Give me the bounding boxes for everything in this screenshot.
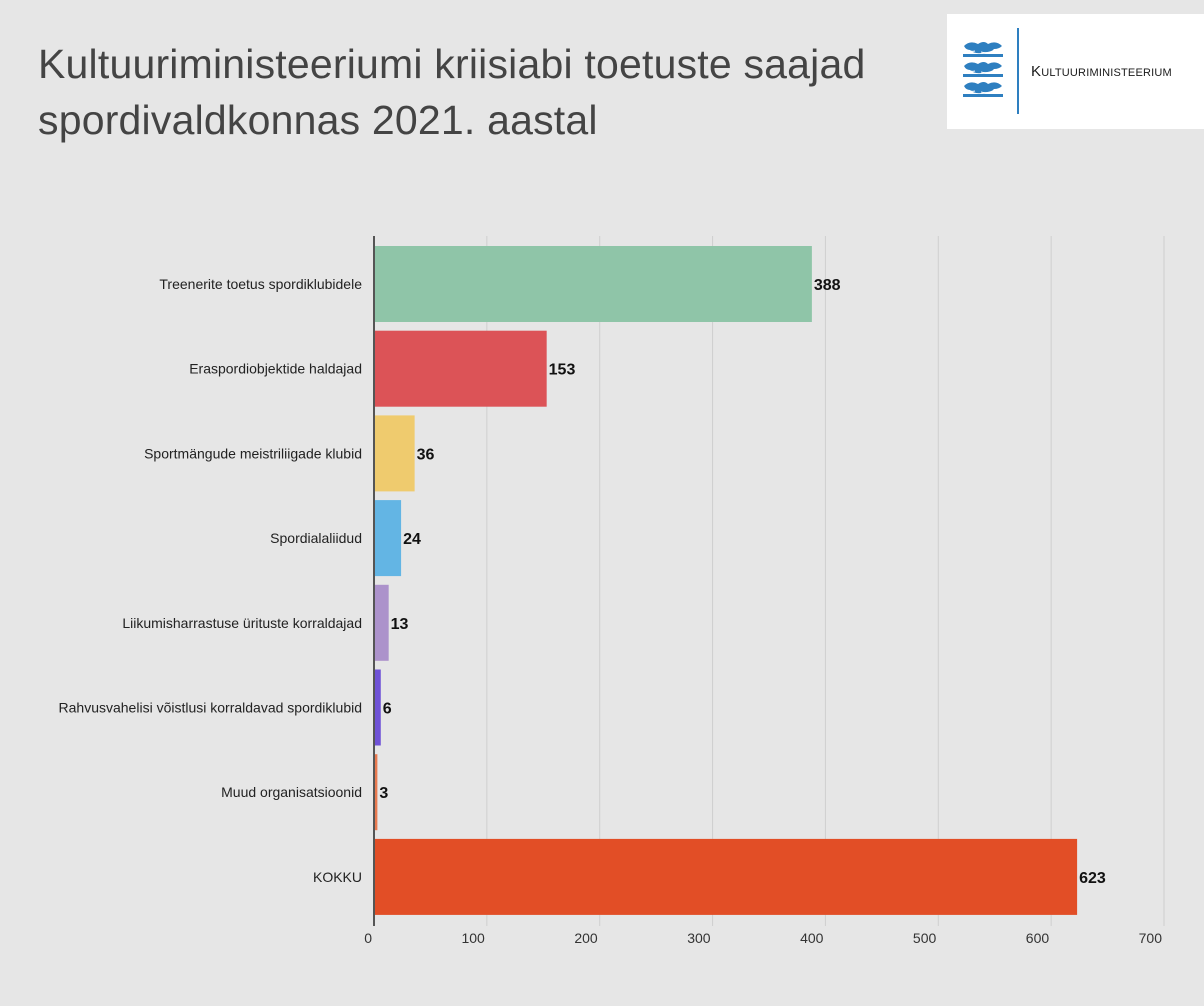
bar	[374, 838, 1078, 915]
value-label: 24	[403, 531, 421, 548]
bar	[374, 754, 378, 831]
labels: Treenerite toetus spordiklubidele 388 Eras…	[59, 276, 1106, 887]
bar	[374, 669, 381, 746]
x-tick-label: 700	[1139, 930, 1163, 946]
bars	[374, 246, 1078, 915]
x-tick-label: 300	[687, 930, 711, 946]
value-label: 36	[417, 446, 435, 463]
category-label: Eraspordiobjektide haldajad	[189, 361, 362, 377]
value-label: 153	[549, 362, 576, 379]
category-label: Liikumisharrastuse ürituste korraldajad	[122, 615, 362, 631]
bar	[374, 500, 402, 577]
x-tick-label: 200	[574, 930, 598, 946]
logo-text: Kultuuriministeerium	[1031, 63, 1172, 80]
value-label: 6	[383, 701, 392, 718]
value-label: 13	[391, 616, 409, 633]
x-tick-label: 500	[913, 930, 937, 946]
value-label: 388	[814, 277, 841, 294]
category-label: Treenerite toetus spordiklubidele	[159, 276, 362, 292]
value-label: 3	[379, 785, 388, 802]
bar	[374, 246, 812, 322]
ministry-logo: Kultuuriministeerium	[947, 14, 1204, 129]
bar	[374, 415, 415, 492]
category-label: Rahvusvahelisi võistlusi korraldavad spo…	[59, 700, 362, 716]
chart-title: Kultuuriministeeriumi kriisiabi toetuste…	[38, 41, 866, 143]
category-label: Spordialaliidud	[270, 530, 362, 546]
bar	[374, 584, 389, 661]
category-label: Muud organisatsioonid	[221, 784, 362, 800]
x-axis-ticks: 0 100 200 300 400 500 600 700	[364, 930, 1162, 946]
logo-divider	[1017, 28, 1019, 114]
x-tick-label: 100	[461, 930, 485, 946]
bar	[374, 330, 547, 407]
value-label: 623	[1079, 870, 1106, 887]
category-label: KOKKU	[313, 869, 362, 885]
x-tick-label: 0	[364, 930, 372, 946]
category-label: Sportmängude meistriliigade klubid	[144, 445, 362, 461]
x-tick-label: 400	[800, 930, 824, 946]
estonian-coat-of-arms-icon	[963, 42, 1003, 97]
grid-lines	[486, 236, 1165, 926]
x-tick-label: 600	[1026, 930, 1050, 946]
